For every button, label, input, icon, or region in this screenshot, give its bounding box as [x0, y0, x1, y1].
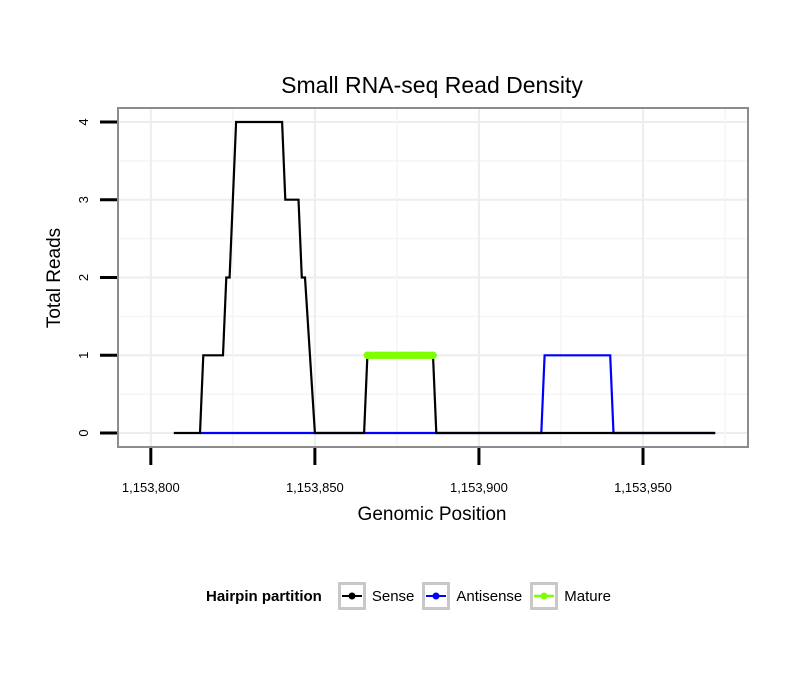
- legend-title: Hairpin partition: [206, 587, 322, 605]
- x-tick-label: 1,153,800: [122, 480, 180, 495]
- chart-title: Small RNA-seq Read Density: [281, 72, 583, 98]
- y-axis-title: Total Reads: [44, 228, 65, 328]
- legend-item-mature: Mature: [530, 582, 611, 610]
- legend-label-antisense: Antisense: [456, 587, 523, 605]
- x-tick-label: 1,153,900: [450, 480, 508, 495]
- legend-item-antisense: Antisense: [422, 582, 522, 610]
- plot-panel-border: [117, 107, 749, 448]
- legend-key-sense: [337, 582, 366, 610]
- y-tick-label: 3: [76, 196, 91, 203]
- x-axis: 1,153,800 1,153,850 1,153,900 1,153,950: [122, 448, 672, 495]
- legend-label-sense: Sense: [371, 587, 415, 605]
- series-point-mature: [429, 351, 437, 360]
- legend: Hairpin partition Sense Antisense Mature: [206, 578, 619, 614]
- x-tick-label: 1,153,850: [286, 480, 344, 495]
- y-tick-label: 1: [76, 352, 91, 359]
- y-tick-label: 2: [76, 274, 91, 281]
- legend-label-mature: Mature: [564, 587, 611, 605]
- legend-key-mature: [530, 582, 559, 610]
- grid: [118, 108, 748, 447]
- x-axis-title: Genomic Position: [358, 504, 507, 525]
- y-tick-label: 4: [76, 118, 91, 125]
- series-layer: [173, 120, 716, 435]
- legend-key-antisense: [422, 582, 451, 610]
- y-tick-label: 0: [76, 429, 91, 436]
- y-axis: 0 1 2 3 4: [76, 118, 117, 437]
- legend-item-sense: Sense: [337, 582, 415, 610]
- x-tick-label: 1,153,950: [614, 480, 672, 495]
